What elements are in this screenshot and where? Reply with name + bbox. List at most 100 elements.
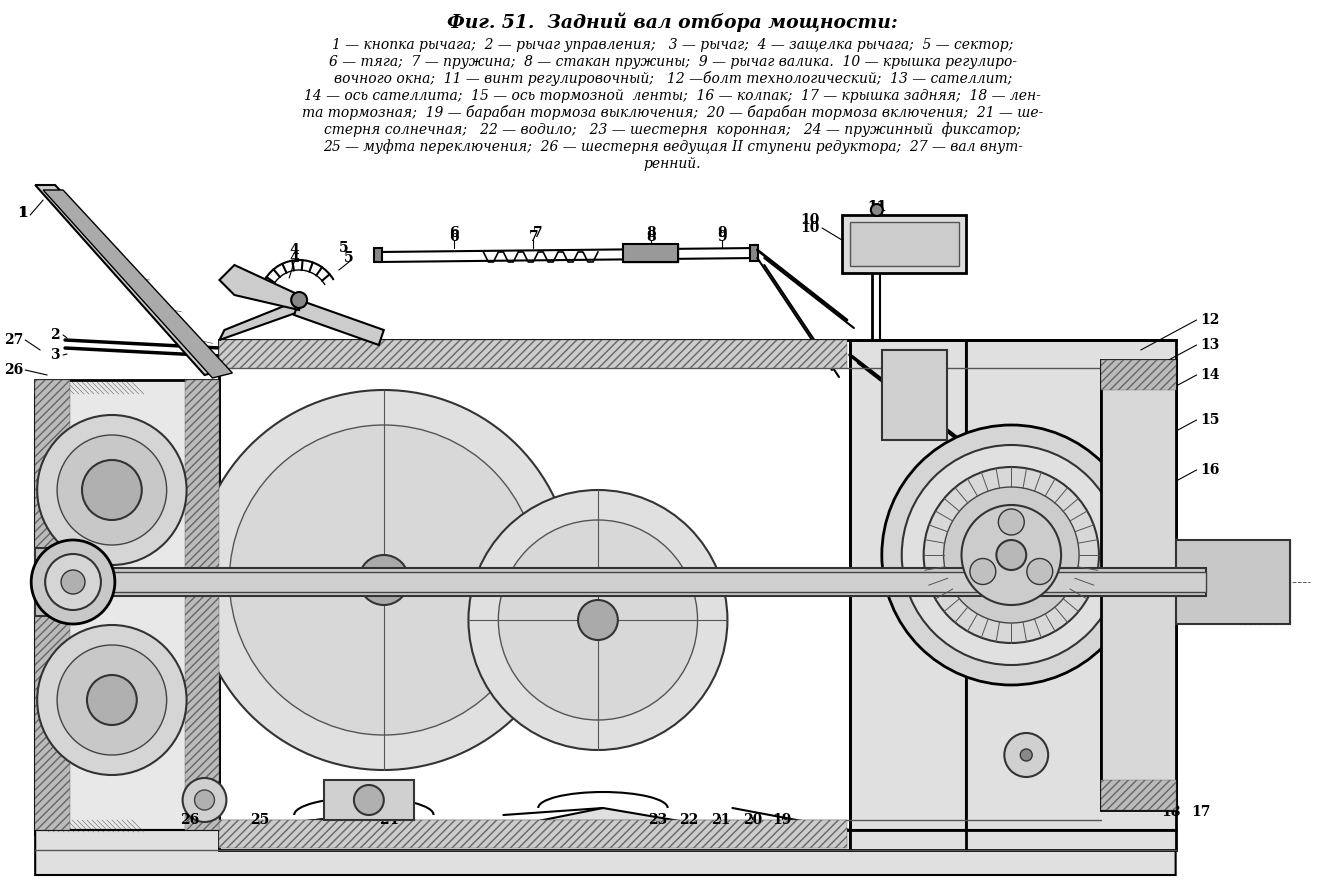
Text: вочного окна;  11 — винт регулировочный;   12 —болт технологический;  13 — сател: вочного окна; 11 — винт регулировочный; … (334, 71, 1012, 87)
Text: 3: 3 (51, 348, 60, 362)
Circle shape (962, 505, 1061, 605)
Circle shape (1020, 749, 1032, 761)
Text: 9: 9 (718, 226, 728, 240)
Polygon shape (43, 190, 232, 378)
Circle shape (182, 778, 226, 822)
Bar (850, 222, 958, 266)
Polygon shape (220, 265, 299, 310)
Text: 22: 22 (679, 813, 698, 827)
Circle shape (82, 460, 142, 520)
Text: 21: 21 (710, 813, 730, 827)
Text: 25: 25 (249, 813, 269, 827)
Circle shape (498, 520, 698, 720)
Text: 5: 5 (344, 251, 354, 265)
Text: 12: 12 (1201, 313, 1219, 327)
Circle shape (31, 540, 115, 624)
Polygon shape (220, 300, 304, 340)
Text: 7: 7 (528, 230, 539, 244)
Circle shape (58, 435, 166, 545)
Bar (35, 572, 1206, 592)
Circle shape (469, 490, 728, 750)
Bar (35, 380, 70, 830)
Bar (220, 340, 847, 368)
Bar (35, 548, 74, 616)
Polygon shape (35, 395, 220, 835)
Text: та тормозная;  19 — барабан тормоза выключения;  20 — барабан тормоза включения;: та тормозная; 19 — барабан тормоза выклю… (302, 105, 1044, 120)
Text: 10: 10 (800, 213, 820, 227)
Text: 1 — кнопка рычага;  2 — рычаг управления;   3 — рычаг;  4 — защелка рычага;  5 —: 1 — кнопка рычага; 2 — рычаг управления;… (332, 38, 1013, 52)
Circle shape (1026, 558, 1053, 584)
Bar (1175, 540, 1290, 624)
Text: 17: 17 (1191, 805, 1210, 819)
Text: 16: 16 (1201, 463, 1219, 477)
Circle shape (882, 425, 1140, 685)
Text: 2: 2 (51, 328, 60, 342)
Bar (324, 780, 414, 820)
Text: 18: 18 (1160, 805, 1181, 819)
Bar (35, 400, 66, 820)
Circle shape (291, 292, 307, 308)
Circle shape (87, 675, 137, 725)
Circle shape (38, 415, 186, 565)
Text: 1: 1 (17, 206, 27, 220)
Text: 20: 20 (742, 813, 762, 827)
Bar (750, 245, 758, 261)
Polygon shape (295, 300, 383, 345)
Bar (1101, 360, 1175, 810)
Text: 14 — ось сателлита;  15 — ось тормозной  ленты;  16 — колпак;  17 — крышка задня: 14 — ось сателлита; 15 — ось тормозной л… (304, 89, 1041, 103)
Circle shape (902, 445, 1120, 665)
Bar (374, 248, 382, 262)
Bar (1101, 780, 1175, 810)
Text: 24: 24 (379, 813, 398, 827)
Circle shape (923, 467, 1099, 643)
Circle shape (871, 204, 883, 216)
Circle shape (997, 540, 1026, 570)
Circle shape (1005, 733, 1048, 777)
Circle shape (58, 645, 166, 755)
Circle shape (998, 509, 1024, 535)
Circle shape (62, 570, 84, 594)
Circle shape (359, 555, 409, 605)
Polygon shape (35, 808, 1175, 875)
Bar (220, 340, 850, 850)
Text: ренний.: ренний. (645, 157, 701, 171)
Circle shape (970, 558, 996, 584)
Text: 15: 15 (1201, 413, 1219, 427)
Bar (623, 244, 678, 262)
Bar (850, 340, 1175, 850)
Text: стерня солнечная;   22 — водило;   23 — шестерня  коронная;   24 — пружинный  фи: стерня солнечная; 22 — водило; 23 — шест… (324, 122, 1021, 137)
Bar (1101, 360, 1175, 390)
Text: 19: 19 (773, 813, 792, 827)
Circle shape (371, 568, 395, 592)
Bar (35, 568, 1206, 596)
Text: 6 — тяга;  7 — пружина;  8 — стакан пружины;  9 — рычаг валика.  10 — крышка рег: 6 — тяга; 7 — пружина; 8 — стакан пружин… (328, 55, 1017, 69)
Bar (220, 820, 847, 848)
Text: 4: 4 (289, 251, 299, 265)
Text: Фиг. 51.  Задний вал отбора мощности:: Фиг. 51. Задний вал отбора мощности: (448, 12, 898, 32)
Text: 11: 11 (867, 200, 887, 214)
Text: 4: 4 (289, 243, 299, 257)
Text: 5: 5 (339, 241, 348, 255)
Circle shape (578, 600, 618, 640)
Circle shape (38, 625, 186, 775)
Text: 13: 13 (1201, 338, 1219, 352)
Text: 6: 6 (449, 226, 458, 240)
Polygon shape (35, 380, 220, 830)
Circle shape (943, 487, 1079, 623)
Bar (35, 175, 1311, 875)
Bar (842, 215, 966, 273)
Text: 11: 11 (867, 200, 887, 214)
Bar (882, 350, 946, 440)
Text: 10: 10 (800, 221, 820, 235)
Circle shape (354, 785, 383, 815)
Text: 25 — муфта переключения;  26 — шестерня ведущая II ступени редуктора;  27 — вал : 25 — муфта переключения; 26 — шестерня в… (323, 139, 1022, 154)
Polygon shape (35, 185, 224, 375)
Text: 8: 8 (646, 230, 655, 244)
Circle shape (194, 390, 574, 770)
Text: 14: 14 (1201, 368, 1219, 382)
Bar (623, 244, 678, 262)
Text: 6: 6 (449, 230, 458, 244)
Text: 8: 8 (646, 226, 655, 240)
Text: 9: 9 (718, 230, 728, 244)
Text: 23: 23 (649, 813, 667, 827)
